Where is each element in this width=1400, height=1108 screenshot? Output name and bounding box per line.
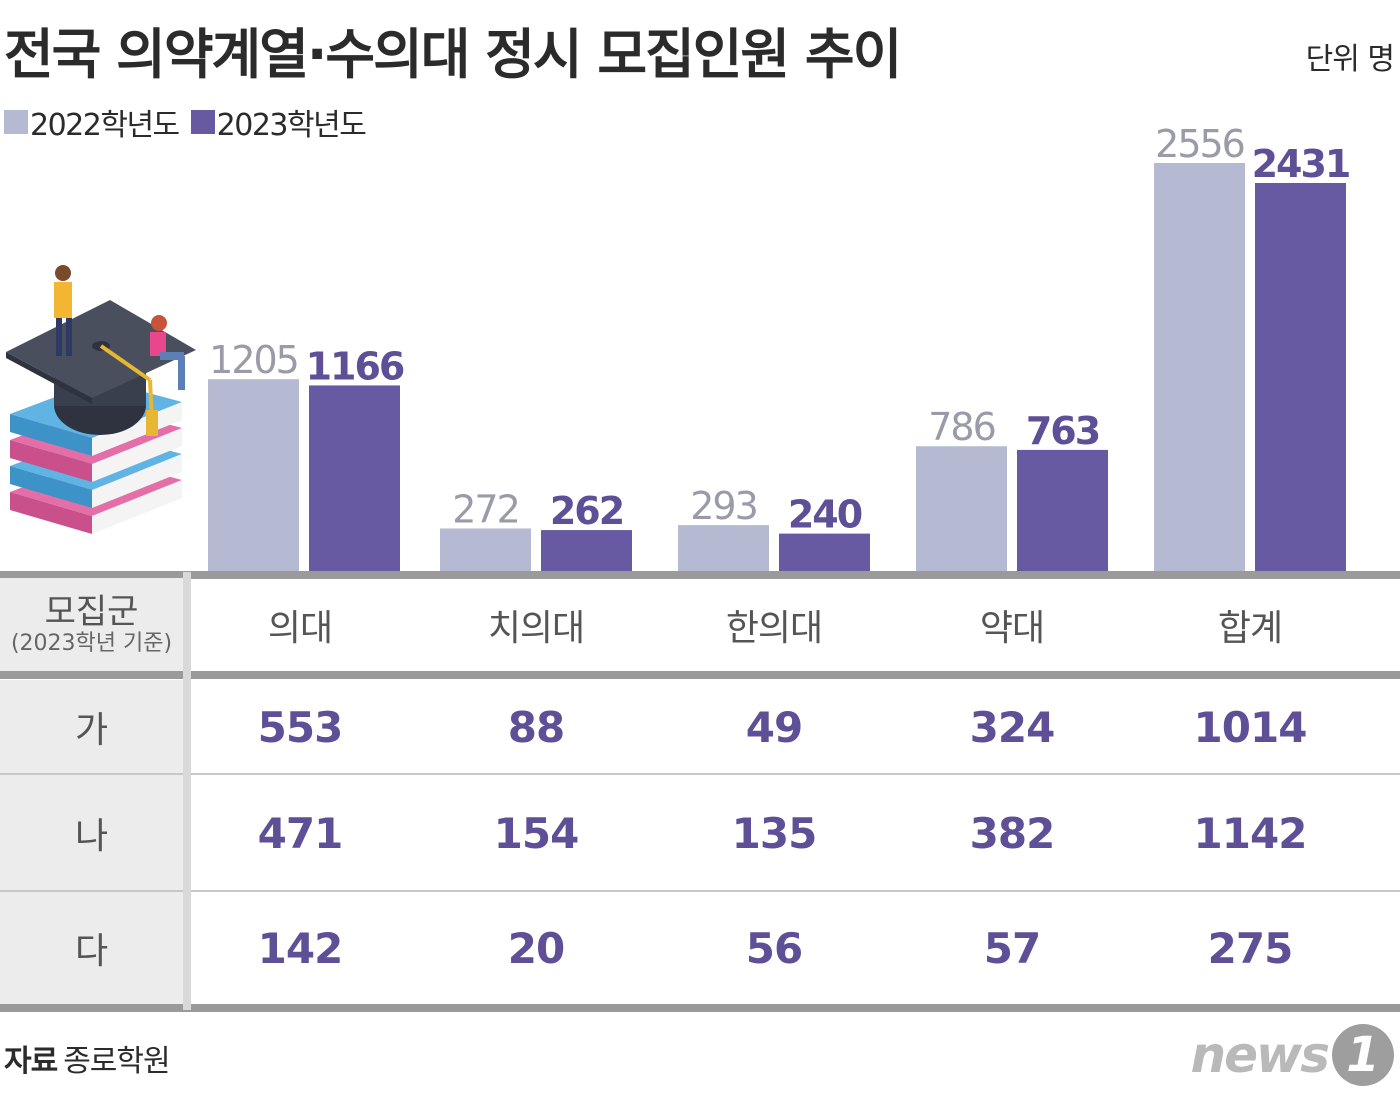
bar-약대-2022학년도: [916, 446, 1007, 572]
table-cell: 1014: [1193, 702, 1308, 752]
table-vertical-divider: [183, 572, 191, 1010]
table-cell: 553: [257, 702, 344, 752]
table-row-divider: [0, 890, 1400, 892]
bar-의대-2022학년도: [208, 379, 299, 572]
table-cell: 471: [257, 808, 344, 858]
legend-item-2022: 2022학년도: [4, 100, 180, 144]
row-label: 가: [0, 680, 183, 774]
bar-value-label: 240: [788, 493, 862, 537]
bar-value-label: 272: [452, 487, 519, 531]
table-header-row: 모집군 (2023학년 기준) 의대 치의대 한의대 약대 합계: [0, 578, 1400, 672]
table-bottom-border: [0, 1004, 1400, 1012]
bar-합계-2022학년도: [1154, 163, 1245, 572]
table-cell: 1142: [1193, 808, 1308, 858]
logo-text: news: [1190, 1026, 1330, 1084]
table-row: 가 553 88 49 324 1014: [0, 680, 1400, 774]
news1-logo: news 1: [1191, 1024, 1394, 1086]
recruitment-table: 모집군 (2023학년 기준) 의대 치의대 한의대 약대 합계 가 553 8…: [0, 572, 1400, 1012]
table-corner-cell: 모집군 (2023학년 기준): [0, 578, 183, 672]
legend-item-2023: 2023학년도: [190, 100, 367, 144]
bar-value-label: 293: [690, 484, 757, 528]
table-cell: 56: [745, 923, 803, 973]
table-header-divider: [0, 671, 1400, 679]
bar-value-label: 1205: [209, 338, 298, 382]
bar-합계-2023학년도: [1255, 183, 1346, 572]
column-header: 합계: [1217, 608, 1283, 649]
bar-치의대-2022학년도: [440, 528, 531, 572]
bar-value-label: 763: [1026, 409, 1099, 453]
header-subtitle: (2023학년 기준): [10, 630, 173, 656]
table-cell: 88: [507, 702, 565, 752]
books-cap-illustration-icon: [6, 265, 196, 534]
source-label: 자료: [4, 1044, 58, 1079]
table-cell: 142: [257, 923, 344, 973]
bar-약대-2023학년도: [1017, 449, 1108, 572]
table-cell: 20: [507, 923, 565, 973]
table-cell: 57: [983, 923, 1041, 973]
legend-label-2023: 2023학년도: [216, 108, 367, 143]
column-header: 의대: [267, 608, 333, 649]
bar-labels-group: 1205 1166 272 262 293 240 786 763 2556 2431: [209, 122, 1351, 537]
source-note: 자료 종로학원: [4, 1036, 171, 1080]
table-cell: 275: [1207, 923, 1294, 973]
legend: 2022학년도 2023학년도: [4, 100, 377, 144]
table-cell: 382: [969, 808, 1056, 858]
row-label: 다: [0, 892, 183, 1004]
bar-value-label: 2556: [1155, 122, 1244, 166]
bars-group: [208, 163, 1346, 572]
bar-chart: 1205 1166 272 262 293 240 786 763 2556 2431: [0, 122, 1400, 579]
column-header: 한의대: [725, 608, 823, 649]
table-cell: 324: [969, 702, 1056, 752]
bar-한의대-2023학년도: [779, 533, 870, 572]
table-cell: 154: [493, 808, 580, 858]
source-name: 종로학원: [63, 1044, 170, 1079]
table-row: 나 471 154 135 382 1142: [0, 775, 1400, 891]
chart-baseline: [0, 571, 1400, 579]
logo-number: 1: [1332, 1024, 1394, 1086]
table-row: 다 142 20 56 57 275: [0, 892, 1400, 1004]
bar-의대-2023학년도: [309, 385, 400, 572]
legend-label-2022: 2022학년도: [30, 108, 180, 143]
bar-value-label: 262: [550, 489, 623, 533]
row-label: 나: [0, 775, 183, 891]
column-header: 약대: [979, 608, 1045, 649]
header-title: 모집군: [44, 592, 139, 633]
bar-value-label: 786: [928, 405, 995, 449]
bar-한의대-2022학년도: [678, 525, 769, 572]
unit-label: 단위 명: [1305, 42, 1395, 77]
bar-치의대-2023학년도: [541, 530, 632, 572]
legend-swatch-2022: [4, 110, 28, 134]
table-cell: 135: [731, 808, 818, 858]
table-row-divider: [0, 773, 1400, 775]
table-cell: 49: [745, 702, 803, 752]
bar-value-label: 2431: [1252, 142, 1350, 186]
chart-title: 전국 의약계열·수의대 정시 모집인원 추이: [4, 23, 902, 86]
column-header: 치의대: [487, 608, 585, 649]
bar-value-label: 1166: [306, 344, 404, 388]
legend-swatch-2023: [190, 110, 215, 134]
